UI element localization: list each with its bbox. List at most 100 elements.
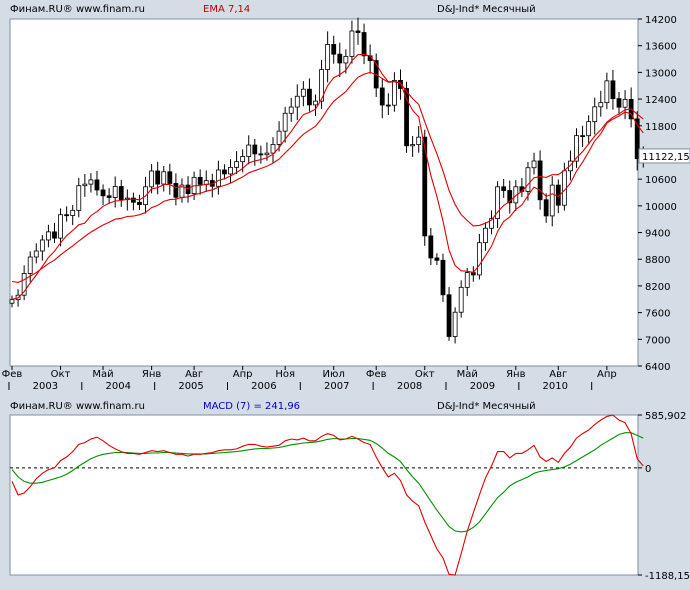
price-y-tick-label: 12400 bbox=[645, 95, 677, 106]
candle-body bbox=[489, 218, 494, 229]
candle-body bbox=[361, 32, 367, 57]
x-month-label: Фев bbox=[2, 369, 23, 380]
candle-body bbox=[161, 171, 167, 185]
candle-body bbox=[325, 44, 331, 70]
candle-body bbox=[392, 79, 397, 106]
candle-body bbox=[343, 56, 349, 64]
candle-body bbox=[185, 184, 191, 195]
main-indicator: EMA 7,14 bbox=[203, 4, 251, 15]
x-month-label: Янв bbox=[142, 369, 161, 380]
macd-plot-area bbox=[9, 414, 639, 576]
x-month-label: Окт bbox=[51, 369, 71, 380]
x-year-label: 2004 bbox=[105, 381, 130, 392]
candle-body bbox=[483, 227, 488, 244]
price-y-tick-label: 11800 bbox=[645, 122, 677, 133]
price-y-tick-label: 13600 bbox=[645, 42, 677, 53]
candle-body bbox=[580, 135, 585, 138]
candle-body bbox=[240, 156, 246, 163]
macd-source: Финам.RU® bbox=[10, 401, 73, 412]
candle-body bbox=[46, 231, 51, 241]
main-site: www.finam.ru bbox=[76, 4, 145, 15]
candle-body bbox=[452, 311, 458, 337]
x-year-label: 2003 bbox=[33, 381, 58, 392]
candle-body bbox=[331, 44, 337, 55]
candle-body bbox=[349, 30, 355, 57]
ema-14-line bbox=[11, 71, 644, 283]
candle-body bbox=[58, 214, 63, 239]
candle-body bbox=[604, 80, 610, 104]
candle-body bbox=[616, 98, 622, 108]
candle-body bbox=[501, 186, 507, 191]
candle-body bbox=[246, 144, 252, 157]
price-y-tick-label: 14200 bbox=[645, 15, 677, 26]
candle-body bbox=[112, 186, 118, 198]
price-y-tick-label: 6400 bbox=[645, 362, 670, 373]
candle-body bbox=[622, 98, 628, 108]
candle-body bbox=[130, 197, 136, 203]
x-year-label: 2006 bbox=[251, 381, 276, 392]
x-month-label: Ноя bbox=[275, 369, 295, 380]
candle-body bbox=[33, 250, 39, 258]
candle-body bbox=[100, 189, 106, 197]
candle-body bbox=[507, 190, 513, 204]
candle-body bbox=[598, 102, 604, 108]
candle-body bbox=[137, 201, 142, 206]
candle-body bbox=[464, 272, 470, 288]
macd-instrument: D&J-Ind* Месячный bbox=[437, 401, 536, 412]
candle-body bbox=[543, 199, 549, 217]
main-instrument: D&J-Ind* Месячный bbox=[437, 4, 536, 15]
last-price-box bbox=[638, 148, 690, 164]
candle-body bbox=[155, 170, 161, 185]
candle-body bbox=[410, 144, 416, 147]
candle-body bbox=[197, 176, 203, 185]
candle-body bbox=[94, 179, 100, 191]
x-month-label: Май bbox=[457, 369, 478, 380]
candle-body bbox=[440, 259, 446, 296]
candle-body bbox=[167, 171, 173, 184]
candle-body bbox=[610, 80, 616, 100]
candles-group bbox=[9, 17, 646, 344]
candle-body bbox=[294, 95, 300, 108]
candle-body bbox=[118, 186, 124, 201]
candle-body bbox=[592, 106, 598, 123]
candle-body bbox=[106, 195, 112, 198]
candle-body bbox=[215, 169, 221, 187]
candle-body bbox=[385, 104, 391, 107]
ema-7-line bbox=[11, 54, 644, 300]
price-y-tick-label: 7600 bbox=[645, 309, 670, 320]
candle-body bbox=[428, 235, 434, 259]
candle-body bbox=[458, 286, 464, 313]
x-month-label: Авг bbox=[185, 369, 203, 380]
last-price-label: 11122,15 bbox=[642, 152, 690, 163]
candle-body bbox=[313, 100, 318, 106]
candle-body bbox=[39, 239, 45, 252]
price-y-tick-label: 13000 bbox=[645, 68, 677, 79]
candle-body bbox=[495, 186, 501, 220]
candle-body bbox=[173, 183, 179, 198]
candle-body bbox=[634, 118, 640, 160]
macd-site: www.finam.ru bbox=[76, 401, 145, 412]
candle-body bbox=[476, 242, 482, 276]
price-y-tick-label: 8200 bbox=[645, 282, 670, 293]
candle-body bbox=[64, 214, 70, 217]
x-year-label: 2009 bbox=[470, 381, 495, 392]
candle-body bbox=[264, 152, 270, 156]
main-source: Финам.RU® bbox=[10, 4, 73, 15]
candle-body bbox=[149, 170, 155, 188]
price-y-tick-label: 7000 bbox=[645, 335, 670, 346]
candle-body bbox=[52, 231, 57, 239]
candle-body bbox=[82, 183, 88, 187]
candle-body bbox=[70, 209, 76, 216]
x-year-label: 2010 bbox=[543, 381, 568, 392]
price-y-tick-label: 9400 bbox=[645, 229, 670, 240]
x-month-label: Июл bbox=[323, 369, 345, 380]
x-month-label: Фев bbox=[366, 369, 387, 380]
x-month-label: Окт bbox=[415, 369, 435, 380]
macd-line bbox=[11, 414, 644, 576]
candle-body bbox=[258, 153, 264, 156]
candle-body bbox=[234, 161, 239, 168]
price-y-tick-label: 10000 bbox=[645, 202, 677, 213]
x-month-label: Апр bbox=[597, 369, 617, 380]
